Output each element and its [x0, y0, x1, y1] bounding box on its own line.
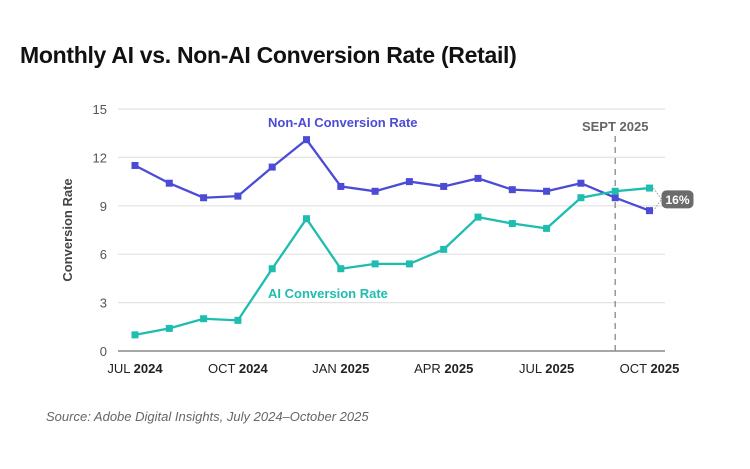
- data-point: [440, 245, 448, 253]
- data-point: [611, 194, 619, 202]
- data-point: [405, 260, 413, 268]
- data-point: [303, 136, 310, 144]
- x-tick-label: OCT 2025: [620, 361, 680, 376]
- data-point: [508, 186, 516, 194]
- data-point: [611, 187, 619, 195]
- data-point: [337, 265, 345, 273]
- y-tick-label: 0: [100, 344, 107, 359]
- data-point: [337, 182, 345, 190]
- y-axis-label: Conversion Rate: [60, 178, 75, 281]
- data-point: [440, 182, 448, 190]
- data-point: [234, 192, 242, 200]
- data-point: [577, 194, 585, 202]
- marker-label: SEPT 2025: [582, 119, 649, 134]
- y-tick-label: 3: [100, 296, 107, 311]
- data-point: [131, 161, 139, 169]
- data-point: [577, 179, 585, 187]
- data-point: [200, 194, 208, 202]
- data-point: [405, 178, 413, 186]
- data-point: [371, 260, 379, 268]
- x-tick-label: JAN 2025: [312, 361, 369, 376]
- series-label-ai: AI Conversion Rate: [268, 286, 388, 301]
- data-point: [234, 316, 242, 324]
- data-point: [131, 331, 139, 339]
- data-point: [474, 174, 482, 182]
- data-point: [303, 215, 310, 223]
- data-point: [268, 265, 276, 273]
- data-point: [268, 163, 276, 171]
- gap-badge-label: 16%: [665, 193, 689, 207]
- series-line: [134, 186, 650, 336]
- gap-bracket: [653, 187, 663, 211]
- data-point: [543, 187, 551, 195]
- x-tick-label: JUL 2025: [519, 361, 574, 376]
- y-tick-label: 15: [93, 102, 107, 117]
- data-point: [474, 213, 482, 221]
- x-tick-label: JUL 2024: [107, 361, 163, 376]
- data-point: [165, 179, 173, 187]
- data-point: [543, 224, 551, 232]
- x-tick-label: OCT 2024: [208, 361, 269, 376]
- series-label-non-ai: Non-AI Conversion Rate: [268, 115, 418, 130]
- data-point: [646, 184, 653, 192]
- y-tick-label: 9: [100, 199, 107, 214]
- data-point: [646, 207, 653, 215]
- data-point: [200, 315, 208, 323]
- data-point: [165, 324, 173, 332]
- data-point: [508, 220, 516, 228]
- data-point: [371, 187, 379, 195]
- y-tick-label: 6: [100, 247, 107, 262]
- chart-title: Monthly AI vs. Non-AI Conversion Rate (R…: [20, 42, 517, 68]
- y-tick-label: 12: [93, 150, 107, 165]
- source-note: Source: Adobe Digital Insights, July 202…: [46, 409, 369, 424]
- series-line: [134, 138, 650, 212]
- x-tick-label: APR 2025: [414, 361, 473, 376]
- gap-badge: [661, 190, 694, 209]
